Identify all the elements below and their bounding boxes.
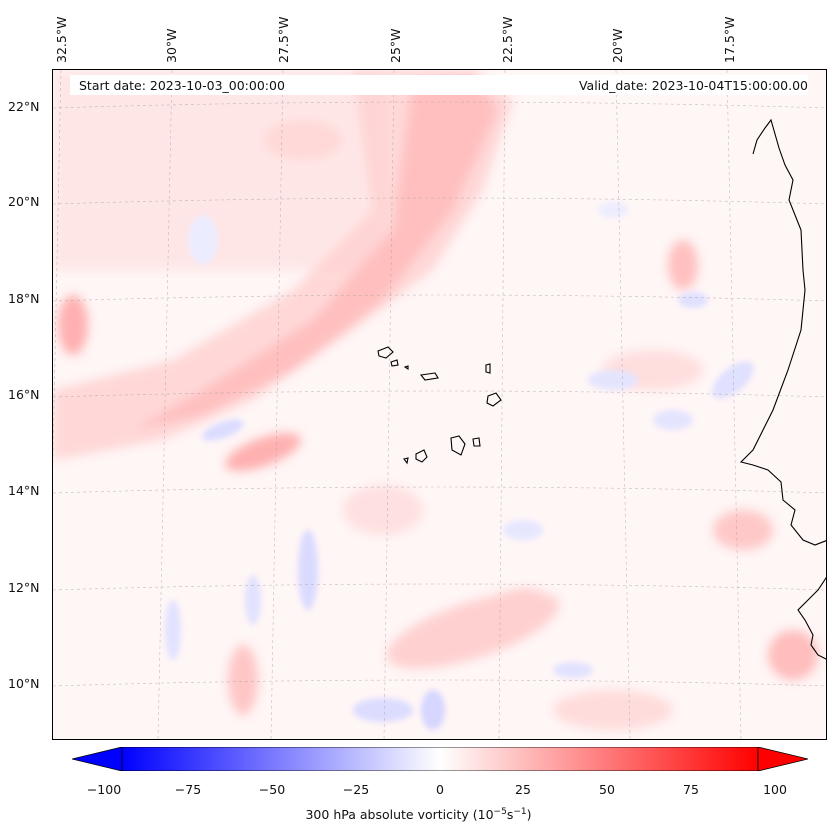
positive-vorticity-regions — [53, 70, 818, 730]
cb-tick: −50 — [258, 782, 286, 797]
cb-tick: −25 — [342, 782, 370, 797]
graticule — [53, 70, 826, 739]
lat-label-20n: 20°N — [8, 194, 40, 209]
start-date: Start date: 2023-10-03_00:00:00 — [79, 78, 285, 93]
lon-label-22.5w: 22.5°W — [500, 16, 515, 63]
map-panel[interactable] — [52, 69, 827, 740]
vorticity-field — [53, 70, 826, 739]
cb-tick: 100 — [763, 782, 787, 797]
lat-label-22n: 22°N — [8, 99, 40, 114]
lon-label-27.5w: 27.5°W — [276, 16, 291, 63]
lat-label-12n: 12°N — [8, 580, 40, 595]
colorbar-extend-min — [72, 747, 123, 771]
lon-label-25w: 25°W — [388, 28, 403, 63]
cape-verde-islands — [377, 346, 502, 465]
valid-date: Valid_date: 2023-10-04T15:00:00.00 — [578, 78, 808, 93]
negative-vorticity-regions — [165, 202, 754, 730]
colorbar-gradient — [121, 747, 759, 771]
cb-tick: −100 — [86, 782, 122, 797]
lon-label-17.5w: 17.5°W — [722, 16, 737, 63]
cb-tick: 75 — [683, 782, 699, 797]
info-bar — [70, 75, 808, 95]
african-coastline — [739, 118, 826, 660]
lon-label-32.5w: 32.5°W — [54, 16, 69, 63]
lat-label-16n: 16°N — [8, 387, 40, 402]
lon-label-20w: 20°W — [610, 28, 625, 63]
cb-tick: 50 — [599, 782, 615, 797]
lat-label-14n: 14°N — [8, 483, 40, 498]
cb-tick: −75 — [174, 782, 202, 797]
colorbar — [72, 747, 808, 771]
colorbar-label: 300 hPa absolute vorticity (10−5s−1) — [305, 807, 532, 823]
cb-tick: 25 — [515, 782, 531, 797]
cb-tick: 0 — [436, 782, 444, 797]
colorbar-extend-max — [757, 747, 808, 771]
lat-label-18n: 18°N — [8, 291, 40, 306]
lat-label-10n: 10°N — [8, 676, 40, 691]
lon-label-30w: 30°W — [164, 28, 179, 63]
